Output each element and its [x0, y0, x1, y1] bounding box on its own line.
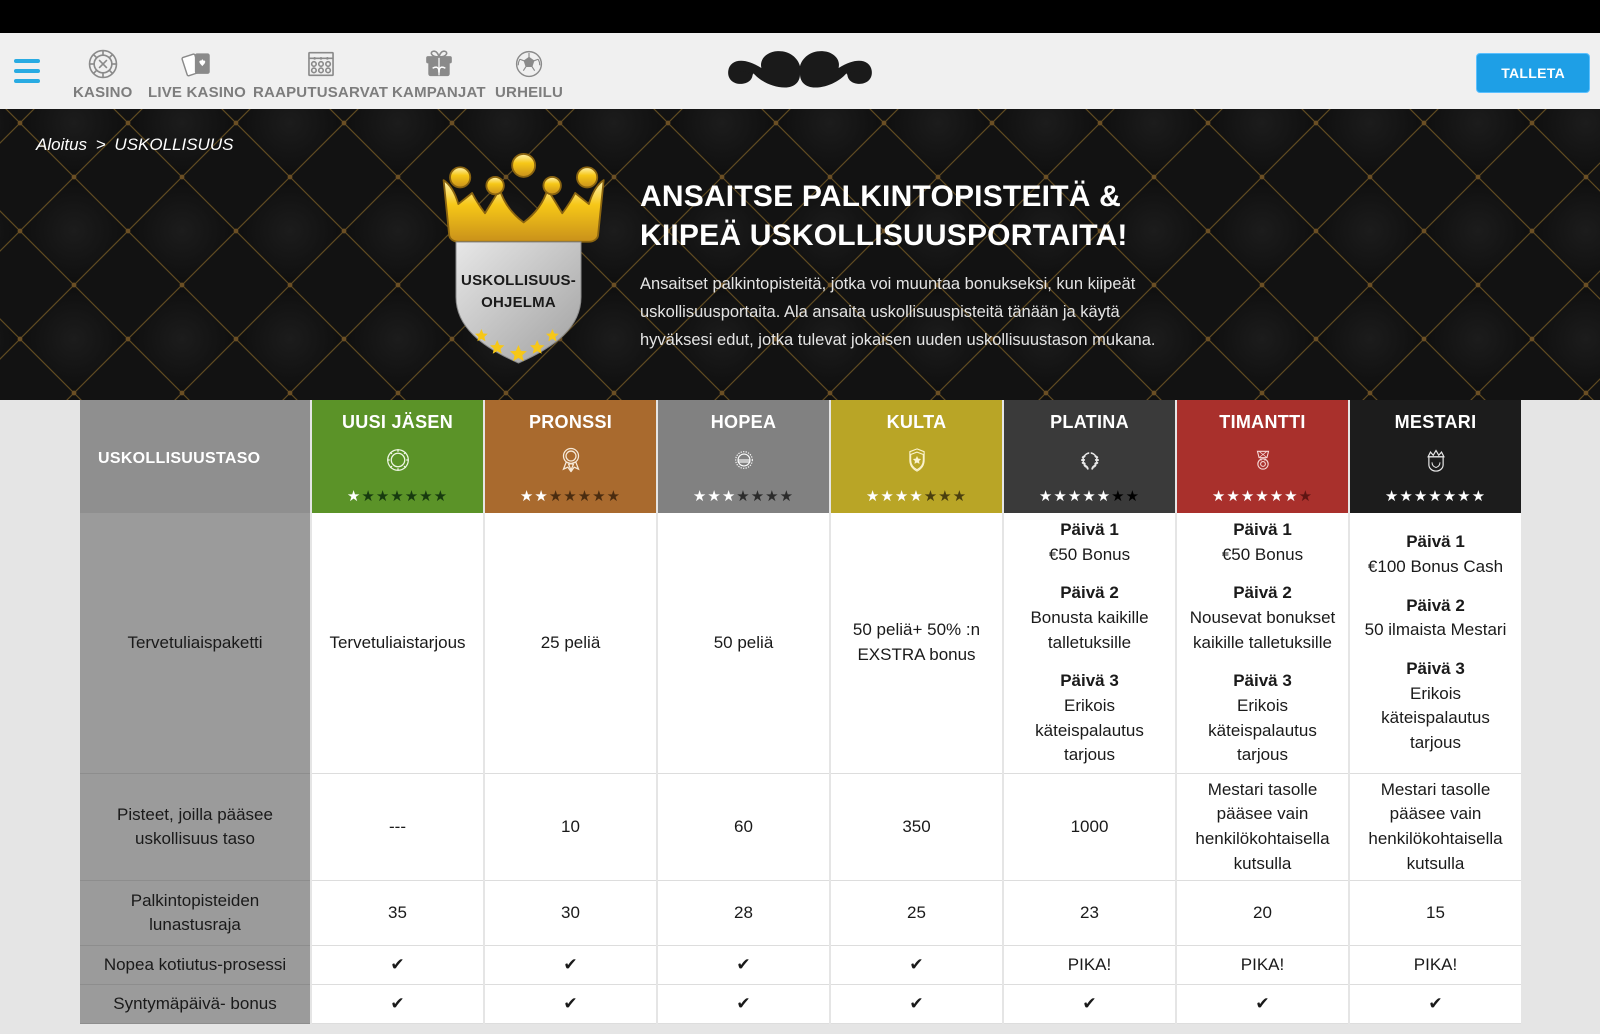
svg-text:USKOLLISUUS-: USKOLLISUUS- — [461, 272, 576, 289]
svg-text:OHJELMA: OHJELMA — [481, 294, 556, 311]
